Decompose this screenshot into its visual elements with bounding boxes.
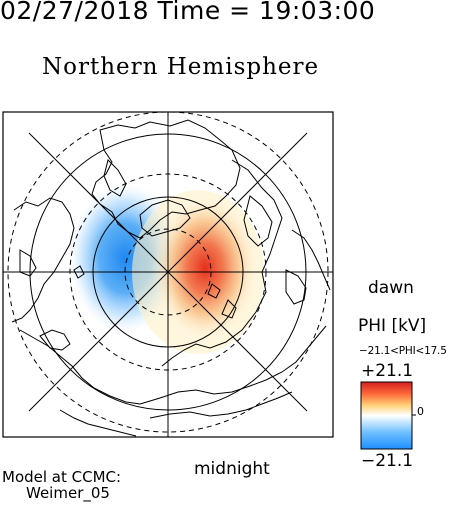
colorbar-zero-label: 0: [417, 405, 424, 418]
map-frame: [2, 111, 334, 438]
colorbar-range: −21.1<PHI<17.5: [359, 345, 447, 357]
colorbar-min-label: −21.1: [361, 451, 414, 471]
positive-potential-cell: [153, 196, 257, 340]
midnight-label: midnight: [194, 459, 270, 479]
colorbar-gradient: [360, 381, 413, 450]
meridian-diag-2: [28, 132, 308, 412]
map-grid: [3, 112, 333, 437]
credit-line-1: Model at CCMC:: [2, 468, 122, 486]
hemisphere-title: Northern Hemisphere: [42, 54, 320, 80]
colorbar-max-label: +21.1: [361, 361, 414, 381]
dawn-label: dawn: [368, 278, 414, 298]
timestamp: 02/27/2018 Time = 19:03:00: [0, 0, 376, 25]
credit-line-2: Weimer_05: [26, 484, 110, 502]
colorbar-title: PHI [kV]: [358, 316, 427, 336]
coastlines: [11, 119, 331, 437]
